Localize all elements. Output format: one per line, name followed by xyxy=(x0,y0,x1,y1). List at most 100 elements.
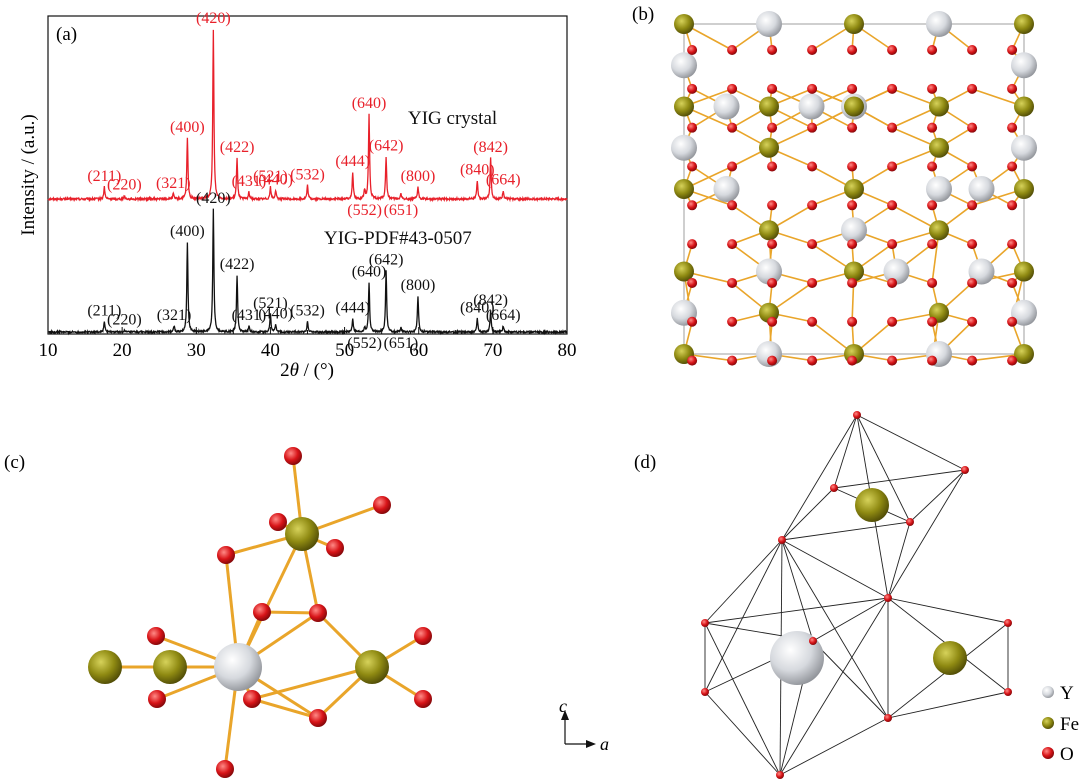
polyhedron-edge xyxy=(781,521,911,541)
x-tick-label: 30 xyxy=(187,340,206,361)
peak-label: (420) xyxy=(196,190,231,207)
polyhedron-edge xyxy=(781,539,889,719)
axis-a-label: a xyxy=(600,734,609,754)
legend-o-label: O xyxy=(1060,744,1074,765)
o-atom xyxy=(927,316,938,327)
peak-label: (800) xyxy=(401,168,436,185)
panel-label-d: (d) xyxy=(634,452,656,473)
fe-atom xyxy=(929,220,949,241)
o-atom xyxy=(243,690,261,708)
y-atom xyxy=(926,11,952,37)
fe-atom xyxy=(1014,14,1034,34)
coordination-bond xyxy=(251,665,373,701)
o-atom xyxy=(807,122,818,133)
o-atom xyxy=(887,122,898,133)
polyhedron-edge xyxy=(704,539,783,693)
o-atom xyxy=(961,466,969,474)
polyhedron-edge xyxy=(781,487,835,541)
o-atom xyxy=(767,83,778,94)
o-atom xyxy=(727,83,738,94)
o-atom xyxy=(1007,277,1018,288)
peak-label: (440) xyxy=(258,172,293,189)
legend-y-label: Y xyxy=(1060,683,1074,704)
peak-label: (842) xyxy=(473,292,508,309)
o-atom xyxy=(776,771,784,779)
peak-label: (400) xyxy=(170,119,205,136)
o-atom xyxy=(1004,688,1012,696)
o-atom xyxy=(887,239,898,250)
peak-label: (521) xyxy=(253,168,288,185)
o-atom xyxy=(967,83,978,94)
peak-label: (664) xyxy=(486,307,521,324)
o-atom xyxy=(687,200,698,211)
o-atom xyxy=(927,122,938,133)
peak-label: (800) xyxy=(401,277,436,294)
peak-label: (532) xyxy=(290,166,325,183)
o-atom xyxy=(847,277,858,288)
fe-atom xyxy=(674,179,694,199)
series-layer xyxy=(47,29,568,336)
fe-atom xyxy=(844,96,864,117)
peak-label: (321) xyxy=(156,175,191,192)
peak-label: (431) xyxy=(232,307,267,324)
o-atom xyxy=(727,239,738,250)
o-atom xyxy=(927,277,938,288)
o-atom xyxy=(847,83,858,94)
polyhedron-edge xyxy=(833,469,966,489)
peak-label: (552) xyxy=(347,202,382,219)
fe-atom xyxy=(929,137,949,158)
y-atom xyxy=(926,176,952,202)
polyhedron-edge xyxy=(781,414,858,541)
polyhedron-edge xyxy=(779,717,889,776)
o-atom xyxy=(887,83,898,94)
unit-cell-atoms xyxy=(671,11,1037,367)
o-atom xyxy=(807,239,818,250)
peak-label: (444) xyxy=(335,153,370,170)
fe-atom xyxy=(844,261,864,282)
o-atom xyxy=(887,45,898,56)
o-atom xyxy=(1007,161,1018,172)
o-atom xyxy=(967,161,978,172)
o-atom xyxy=(727,316,738,327)
unit-cell-panel: (b) xyxy=(632,4,1037,367)
o-atom xyxy=(216,760,234,778)
polyhedron-edge xyxy=(833,414,858,489)
o-atom xyxy=(887,161,898,172)
y-atom xyxy=(883,258,910,285)
peak-label: (440) xyxy=(258,306,293,323)
o-atom xyxy=(767,277,778,288)
o-atom xyxy=(767,45,778,56)
peak-label: (651) xyxy=(384,335,419,352)
x-tick-label: 50 xyxy=(335,340,354,361)
y-atom xyxy=(798,93,825,120)
peak-label: (211) xyxy=(87,168,121,185)
peak-label: (420) xyxy=(196,10,231,27)
o-atom xyxy=(767,122,778,133)
o-atom xyxy=(927,161,938,172)
o-atom xyxy=(687,45,698,56)
o-atom xyxy=(284,447,302,465)
o-atom xyxy=(701,619,709,627)
o-atom xyxy=(269,513,287,531)
xrd-chart: (a) 10 20 30 40 50 60 70 80 (211)(220) (321)(400… xyxy=(18,10,577,381)
fe-atom xyxy=(1014,261,1034,282)
polyhedron-edge xyxy=(704,539,783,624)
peak-label: (211) xyxy=(87,303,121,320)
fe-atom xyxy=(759,96,779,117)
o-atom xyxy=(884,594,892,602)
y-atom xyxy=(968,176,995,202)
y-atom xyxy=(841,217,867,244)
o-atom xyxy=(927,355,938,366)
panel-label-b: (b) xyxy=(632,4,654,25)
y-atom xyxy=(1011,134,1037,161)
coordination-bond xyxy=(251,697,319,720)
o-atom xyxy=(1007,122,1018,133)
peak-label: (642) xyxy=(369,138,404,155)
o-atom xyxy=(807,45,818,56)
y-atom xyxy=(671,52,697,79)
o-atom xyxy=(1007,45,1018,56)
polyhedron-edge xyxy=(887,469,966,599)
fe-atom xyxy=(1014,96,1034,117)
x-tick-label: 80 xyxy=(558,340,577,361)
x-tick-label: 10 xyxy=(39,340,58,361)
